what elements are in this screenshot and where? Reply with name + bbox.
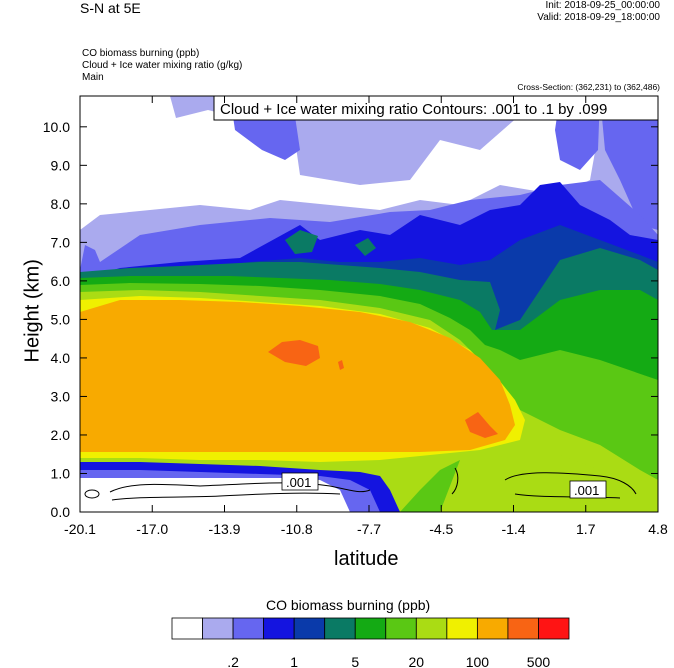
contour-label-box: [281, 472, 319, 491]
x-tick-label: -1.4: [501, 521, 525, 537]
contour-line: [84, 489, 100, 499]
init-time: Init: 2018-09-25_00:00:00: [545, 0, 660, 11]
variable-list: CO biomass burning (ppb) Cloud + Ice wat…: [82, 48, 242, 84]
contour-line: [504, 472, 637, 495]
init-valid-time: Init: 2018-09-25_00:00:00 Valid: 2018-09…: [537, 0, 660, 24]
colorbar-swatch: [415, 617, 448, 640]
contour-line: [451, 467, 459, 495]
colorbar-label: 500: [527, 654, 551, 668]
x-tick-label: -20.1: [64, 521, 96, 537]
x-tick-label: -4.5: [429, 521, 453, 537]
y-tick-label: 6.0: [51, 273, 71, 289]
field-orange: [80, 300, 515, 452]
variable-1: CO biomass burning (ppb): [82, 48, 200, 59]
colorbar-swatch: [385, 617, 417, 640]
y-tick-label: 1.0: [51, 465, 71, 481]
contour-label-box: [569, 480, 607, 499]
contour-info-text: Cloud + Ice water mixing ratio Contours:…: [220, 101, 607, 118]
colorbar-swatch: [202, 617, 234, 640]
colorbar-swatch: [446, 617, 478, 640]
colorbar-swatch: [171, 617, 203, 640]
y-tick-label: 8.0: [51, 196, 71, 212]
colorbar-label: 5: [351, 654, 359, 668]
y-tick-label: 5.0: [51, 311, 71, 327]
x-axis: -20.1 -17.0 -13.9 -10.8 -7.7 -4.5 -1.4 1.7 4.8: [64, 96, 668, 537]
cross-section-label: Cross-Section: (362,231) to (362,486): [517, 82, 660, 92]
contour-label-text: .001: [286, 475, 311, 490]
contour-label-2: .001: [569, 480, 607, 499]
field-teal-cell: [285, 230, 376, 256]
valid-time: Valid: 2018-09-29_18:00:00: [537, 12, 660, 23]
x-tick-label: 4.8: [648, 521, 668, 537]
x-tick-label: -7.7: [357, 521, 381, 537]
cloud-contours: [84, 467, 637, 501]
y-axis-label: Height (km): [21, 259, 44, 363]
field-surface-green-dark: [400, 460, 460, 512]
contour-label-text: .001: [574, 483, 599, 498]
x-tick-label: 1.7: [576, 521, 596, 537]
field-white-upper-gap: [80, 96, 600, 230]
variable-3: Main: [82, 72, 104, 83]
y-tick-label: 10.0: [43, 119, 70, 135]
colorbar-swatch: [476, 617, 509, 640]
field-red-core: [268, 340, 498, 438]
colorbar-swatch: [293, 617, 326, 640]
x-tick-label: -13.9: [209, 521, 241, 537]
x-axis-label: latitude: [334, 548, 399, 570]
colorbar-swatch: [354, 617, 387, 640]
y-tick-label: 3.0: [51, 388, 71, 404]
contour-info-box: [213, 95, 659, 121]
x-tick-label: -10.8: [281, 521, 313, 537]
y-tick-label: 7.0: [51, 234, 71, 250]
y-tick-label: 2.0: [51, 427, 71, 443]
y-axis: 0.0 1.0 2.0 3.0 4.0 5.0 6.0 7.0 8.0 9.0 10.0: [43, 119, 658, 520]
contour-label-1: .001: [281, 472, 319, 491]
colorbar-label: 1: [290, 654, 298, 668]
y-tick-label: 4.0: [51, 350, 71, 366]
contour-line: [109, 482, 371, 493]
colorbar-label: .2: [227, 654, 239, 668]
x-tick-label: -17.0: [136, 521, 168, 537]
y-tick-label: 0.0: [51, 504, 71, 520]
colorbar-swatch: [232, 617, 265, 640]
variable-2: Cloud + Ice water mixing ratio (g/kg): [82, 60, 243, 71]
plot-area: [80, 96, 658, 512]
colorbar-swatch: [263, 617, 295, 640]
colorbar-label: 20: [409, 654, 425, 668]
colorbar: .2 1 5 20 100 500: [171, 617, 570, 668]
colorbar-label: 100: [466, 654, 490, 668]
chart-title: S-N at 5E: [80, 0, 141, 16]
colorbar-title: CO biomass burning (ppb): [266, 597, 431, 613]
colorbar-swatch: [538, 617, 570, 640]
y-tick-label: 9.0: [51, 157, 71, 173]
contour-line: [111, 492, 341, 501]
colorbar-swatch: [324, 617, 356, 640]
contour-line: [514, 493, 621, 499]
colorbar-swatch: [507, 617, 539, 640]
